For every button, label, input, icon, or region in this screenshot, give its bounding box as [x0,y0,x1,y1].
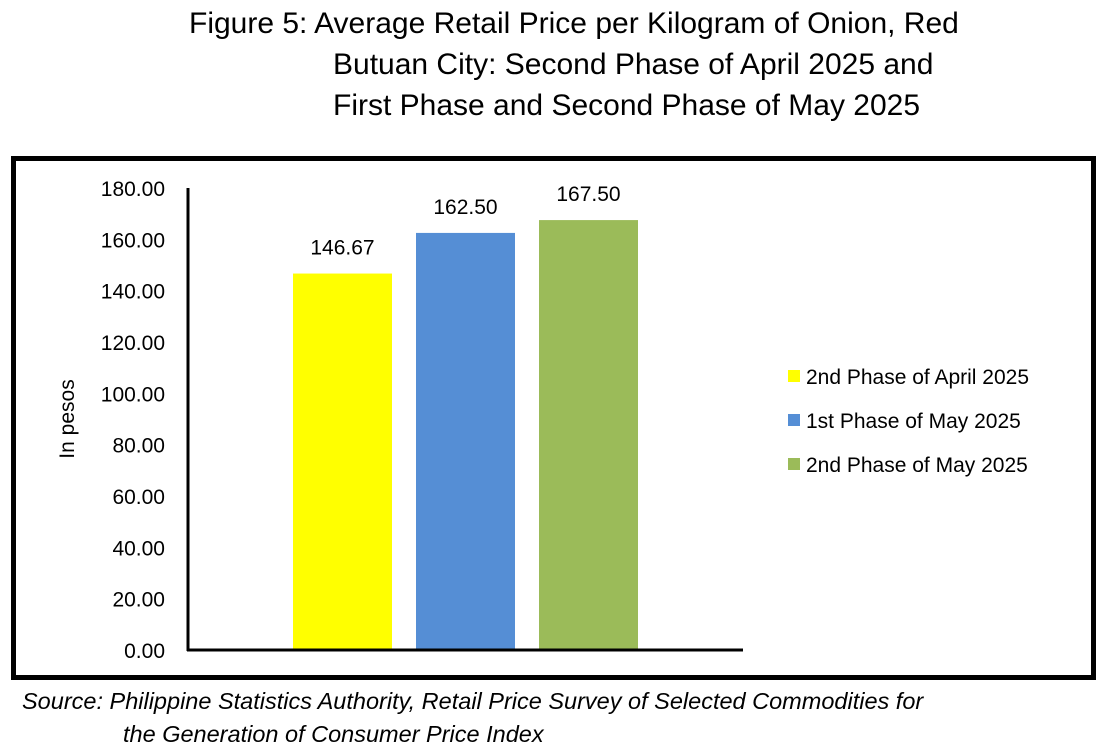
y-tick-label: 0.00 [124,640,165,663]
title-line-1: Figure 5: Average Retail Price per Kilog… [189,7,959,40]
bar [416,232,515,650]
y-axis-label: In pesos [56,379,79,458]
data-label: 146.67 [310,237,374,260]
data-label: 167.50 [556,183,620,206]
y-tick-label: 80.00 [112,435,165,458]
y-tick-label: 120.00 [101,332,165,355]
legend-swatch [788,370,800,382]
legend-label: 1st Phase of May 2025 [806,410,1021,433]
legend-swatch [788,414,800,426]
y-tick-label: 180.00 [101,178,165,201]
y-tick-label: 60.00 [112,486,165,509]
legend-label: 2nd Phase of May 2025 [806,454,1028,477]
chart-frame [11,156,1096,680]
bar [539,220,638,651]
y-tick-label: 20.00 [112,589,165,612]
title-line-3: First Phase and Second Phase of May 2025 [333,89,921,122]
data-label: 162.50 [433,196,497,219]
legend-swatch [788,458,800,470]
y-tick-label: 160.00 [101,229,165,252]
y-tick-label: 100.00 [101,383,165,406]
source-line-2: the Generation of Consumer Price Index [123,721,544,747]
source-line-1: Source: Philippine Statistics Authority,… [22,688,924,714]
y-tick-label: 140.00 [101,281,165,304]
chart-title: Figure 5: Average Retail Price per Kilog… [0,6,1113,126]
title-line-2: Butuan City: Second Phase of April 2025 … [333,48,934,81]
bar [293,273,392,650]
y-tick-label: 40.00 [112,537,165,560]
legend-label: 2nd Phase of April 2025 [806,366,1029,389]
source-note: Source: Philippine Statistics Authority,… [0,686,1113,750]
